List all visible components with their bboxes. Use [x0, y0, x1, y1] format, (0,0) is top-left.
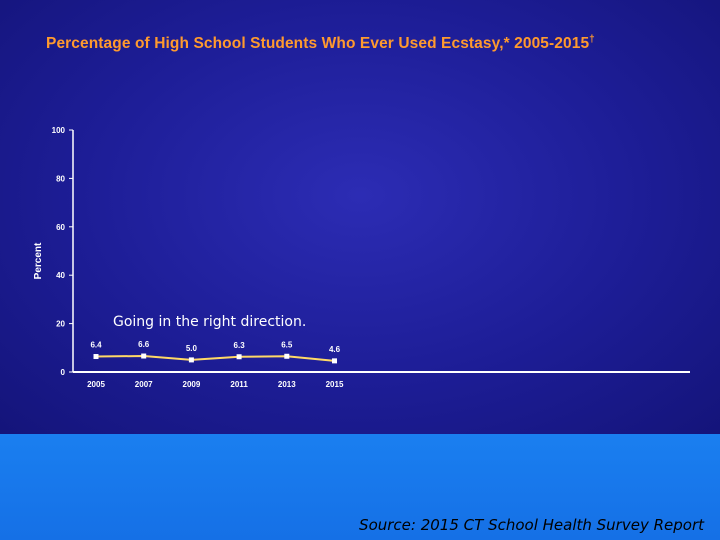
data-point — [188, 357, 194, 363]
chart-axes: 0 20 40 60 80 100 Percent 2005 2007 2009 2011 2013 2… — [33, 126, 690, 389]
y-tick-label: 40 — [56, 271, 65, 280]
source-citation: Source: 2015 CT School Health Survey Rep… — [359, 516, 704, 534]
data-point — [284, 353, 290, 359]
x-tick-label: 2015 — [326, 380, 344, 389]
data-label: 6.4 — [90, 341, 102, 350]
y-tick-label: 20 — [56, 320, 65, 329]
data-label: 6.6 — [138, 340, 150, 349]
x-tick-label: 2007 — [135, 380, 153, 389]
data-label: 5.0 — [186, 344, 198, 353]
y-tick-label: 0 — [61, 368, 66, 377]
slide-background — [0, 0, 720, 434]
data-point — [93, 354, 99, 360]
y-axis-title: Percent — [33, 242, 44, 279]
x-tick-label: 2005 — [87, 380, 105, 389]
data-point — [141, 353, 147, 359]
x-tick-label: 2009 — [183, 380, 201, 389]
title-footnote-mark: † — [589, 34, 595, 45]
x-tick-label: 2013 — [278, 380, 296, 389]
y-tick-label: 80 — [56, 174, 65, 183]
data-label: 6.5 — [281, 340, 293, 349]
data-point — [236, 354, 242, 360]
data-label: 6.3 — [234, 341, 246, 350]
chart-annotation: Going in the right direction. — [113, 314, 306, 330]
data-point — [332, 358, 337, 364]
y-tick-label: 100 — [52, 126, 66, 135]
series-line — [95, 355, 335, 362]
x-tick-label: 2011 — [230, 380, 248, 389]
y-tick-label: 60 — [56, 223, 65, 232]
chart-title: Percentage of High School Students Who E… — [46, 34, 595, 53]
chart-marks: 6.4 6.6 5.0 6.3 6.5 4.6 — [90, 340, 341, 364]
data-label: 4.6 — [329, 345, 341, 354]
footer-band — [0, 434, 720, 540]
